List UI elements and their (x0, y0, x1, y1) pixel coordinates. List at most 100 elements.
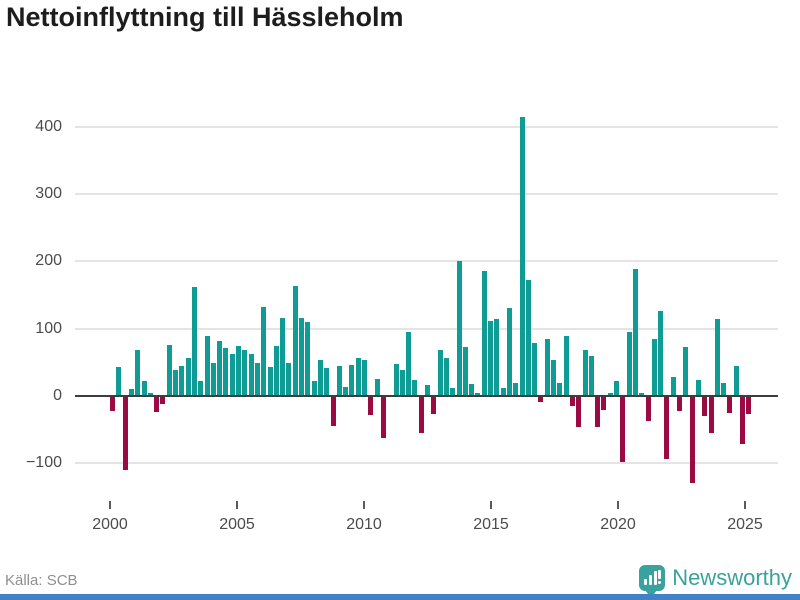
bar (267, 367, 273, 396)
bar (141, 381, 147, 396)
bar (368, 397, 374, 416)
x-axis-tick (617, 501, 619, 509)
bar (374, 379, 380, 396)
bar (406, 332, 412, 396)
bar (154, 397, 160, 413)
bar (185, 357, 191, 396)
bar (658, 311, 664, 396)
bar (261, 307, 267, 396)
bar (254, 363, 260, 396)
y-axis-label: 200 (35, 252, 62, 270)
x-axis-tick (109, 501, 111, 509)
bar (601, 397, 607, 410)
bar (248, 353, 254, 396)
bar (670, 377, 676, 396)
bar (733, 366, 739, 396)
chart-title: Nettoinflyttning till Hässleholm (6, 2, 404, 32)
bar (380, 397, 386, 439)
bar (273, 345, 279, 396)
bar (330, 397, 336, 426)
bar (280, 317, 286, 396)
bar (462, 346, 468, 396)
bar (317, 360, 323, 396)
bottom-accent-bar (0, 594, 800, 600)
bar (551, 360, 556, 396)
bar (198, 381, 204, 396)
bar (311, 381, 317, 396)
bar (614, 380, 619, 396)
bar (292, 286, 298, 396)
bar (362, 359, 367, 396)
bar (443, 358, 449, 396)
bar (519, 116, 525, 396)
newsworthy-icon (639, 565, 666, 598)
bar (122, 397, 128, 470)
source-label: Källa: SCB (5, 572, 78, 589)
bar (513, 383, 519, 396)
x-axis-tick (490, 501, 492, 509)
x-axis-label: 2010 (346, 516, 382, 533)
bar (355, 357, 361, 396)
bar (210, 363, 216, 396)
bar (437, 350, 443, 396)
bar (677, 397, 682, 412)
bar (488, 321, 493, 396)
y-axis-label: 0 (53, 387, 62, 404)
bar (689, 397, 695, 484)
bar (229, 354, 235, 396)
bar (576, 397, 582, 427)
bar (135, 350, 141, 396)
bar (236, 345, 241, 396)
x-axis-label: 2020 (600, 516, 636, 533)
bar (223, 348, 229, 396)
bar (469, 383, 475, 396)
bar (425, 384, 430, 396)
bar (412, 379, 418, 396)
y-axis-label: 400 (35, 117, 62, 135)
bar (588, 355, 594, 396)
x-axis-label: 2015 (473, 516, 509, 533)
gridline-y100 (75, 327, 778, 330)
gridline-y400 (75, 125, 778, 128)
bar (557, 383, 563, 396)
bar (525, 280, 531, 396)
gridline-y200 (75, 260, 778, 263)
bar (399, 370, 405, 396)
bar (721, 382, 727, 396)
bar (563, 336, 569, 396)
bar (305, 322, 311, 396)
x-axis-label: 2000 (92, 516, 128, 533)
bar (242, 350, 248, 396)
bar (702, 397, 708, 416)
x-axis-label: 2025 (727, 516, 763, 533)
bar (217, 340, 223, 396)
bar (160, 397, 166, 404)
bar (494, 319, 500, 396)
bar (532, 342, 538, 396)
bar (116, 367, 122, 396)
bar (506, 307, 512, 396)
x-axis-label: 2005 (219, 516, 255, 533)
x-axis-tick (363, 501, 365, 509)
bar (632, 268, 638, 396)
bar (286, 363, 292, 396)
x-axis-tick (236, 501, 238, 509)
bar (626, 332, 632, 396)
bar (147, 393, 153, 396)
bar (481, 270, 487, 396)
bar (336, 366, 342, 396)
bar (173, 370, 178, 396)
bar (431, 397, 437, 415)
newsworthy-logo: Newsworthy (639, 565, 792, 598)
bar (343, 387, 349, 396)
y-axis-label: 100 (35, 319, 62, 337)
bar (582, 349, 588, 396)
bar (179, 366, 185, 396)
gridline-y300 (75, 193, 778, 196)
bar (651, 338, 657, 396)
bar (191, 287, 197, 396)
brand-name: Newsworthy (672, 565, 792, 590)
bar (324, 368, 330, 396)
x-axis-tick (744, 501, 746, 509)
